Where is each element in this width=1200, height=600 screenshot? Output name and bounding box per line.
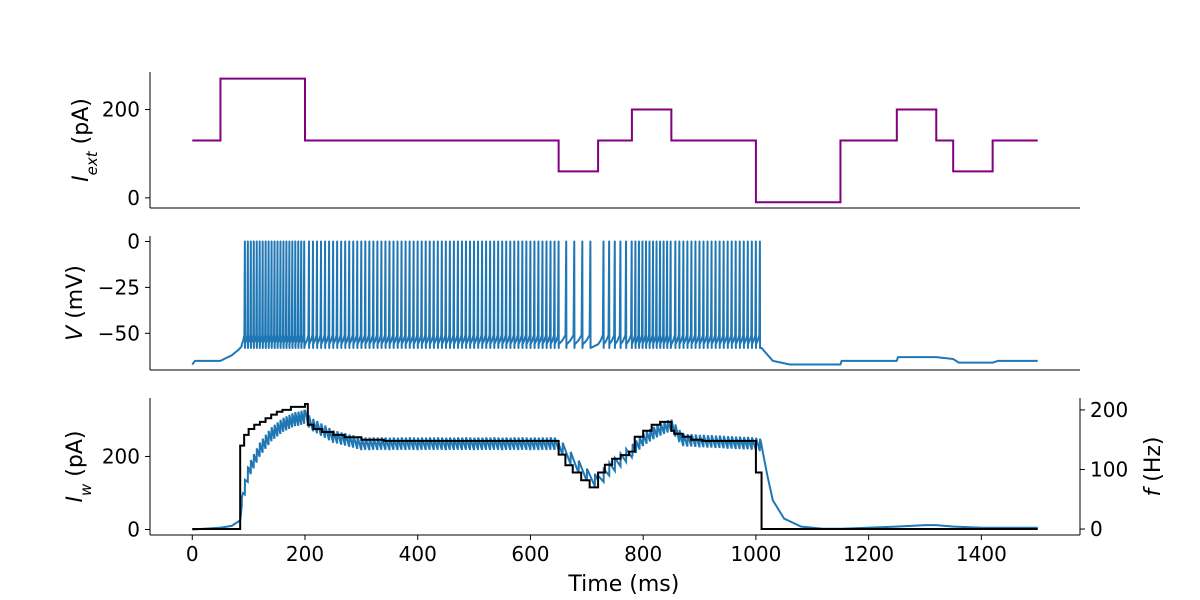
voltage-ylabel-unit: (mV) (63, 265, 88, 326)
voltage-y-axis: 0 −25 −50 (98, 230, 151, 370)
voltage-y-tick-label: 0 (127, 230, 140, 254)
time-x-axis: 0 200 400 600 800 1000 1200 1400 (150, 534, 1080, 566)
rate-y-axis: 0 100 200 (1079, 398, 1128, 541)
iw-y-axis: 0 200 (102, 398, 151, 542)
time-x-tick-label: 400 (399, 542, 437, 566)
rate-y-tick-label: 100 (1090, 457, 1128, 481)
time-x-tick-label: 0 (186, 542, 199, 566)
iw-y-tick-label: 200 (102, 444, 140, 468)
iext-plot-area (192, 77, 1038, 204)
time-x-tick-label: 1000 (730, 542, 781, 566)
voltage-plot-area (191, 240, 1039, 366)
rate-y-axis-label: f (Hz) (1141, 437, 1166, 497)
iw-y-tick-label: 0 (127, 518, 140, 542)
voltage-y-tick-label: −50 (98, 321, 140, 345)
iw-ylabel-sub: w (77, 483, 95, 496)
time-x-tick-label: 200 (286, 542, 324, 566)
iw-y-axis-label: Iw (pA) (63, 431, 95, 503)
time-x-tick-label: 1200 (843, 542, 894, 566)
voltage-series-line (191, 240, 1039, 366)
voltage-y-axis-label: V (mV) (63, 265, 88, 341)
iw-ylabel-unit: (pA) (63, 431, 88, 484)
iw-plot-area (192, 402, 1038, 531)
rate-ylabel-main: f (1141, 486, 1166, 497)
time-axis-label: Time (ms) (567, 572, 679, 597)
iext-panel: 0 200 Iext (pA) (69, 72, 1080, 210)
rate-series-line (192, 402, 1038, 531)
iext-ylabel-sub: ext (83, 150, 101, 175)
iext-y-axis-label: Iext (pA) (69, 98, 101, 182)
iext-series-line (192, 77, 1038, 204)
iext-y-axis: 0 200 (102, 72, 151, 210)
time-x-tick-label: 800 (624, 542, 662, 566)
voltage-ylabel-main: V (63, 324, 88, 341)
iw-ylabel-main: I (63, 496, 88, 503)
voltage-y-tick-label: −25 (98, 275, 140, 299)
iext-y-tick-label: 0 (127, 186, 140, 210)
iw-series-line (192, 409, 1038, 531)
rate-ylabel-unit: (Hz) (1141, 437, 1166, 489)
iext-ylabel-main: I (69, 175, 94, 182)
time-x-tick-label: 1400 (956, 542, 1007, 566)
rate-y-tick-label: 200 (1090, 398, 1128, 422)
time-x-tick-label: 600 (511, 542, 549, 566)
iext-ylabel-unit: (pA) (69, 98, 94, 151)
rate-y-tick-label: 0 (1090, 517, 1103, 541)
voltage-panel: 0 −25 −50 V (mV) (63, 230, 1080, 371)
iext-y-tick-label: 200 (102, 98, 140, 122)
iw-panel: 0 200 0 100 200 0 200 400 600 800 1000 1200 1400 I… (63, 398, 1166, 597)
